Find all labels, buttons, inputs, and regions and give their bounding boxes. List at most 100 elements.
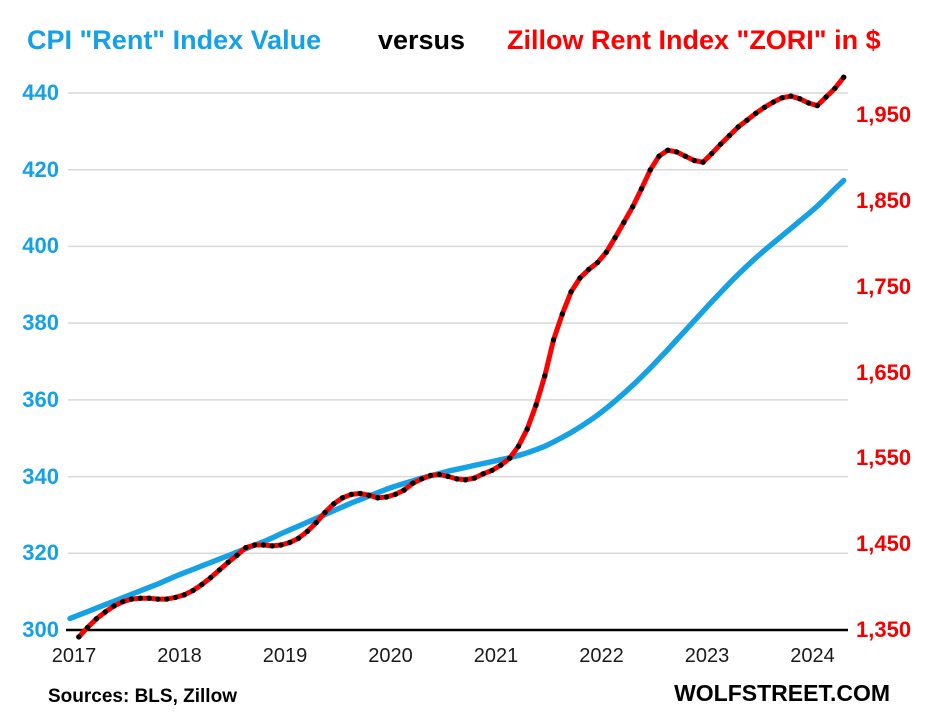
zori-dot <box>304 528 311 534</box>
zori-dot <box>392 491 398 498</box>
zori-dot <box>84 624 91 631</box>
zori-dot <box>287 539 293 546</box>
zori-dot <box>331 501 337 507</box>
x-axis-label-2023: 2023 <box>684 645 730 667</box>
zori-dot <box>128 596 135 602</box>
zori-dot <box>419 476 425 482</box>
zori-dot <box>788 93 794 99</box>
zori-dot <box>550 337 557 343</box>
zori-line <box>76 74 847 640</box>
zori-dot <box>726 132 733 139</box>
zori-dot <box>770 99 776 105</box>
zori-dot <box>471 475 478 481</box>
zori-dot <box>454 476 460 482</box>
zori-dot <box>111 603 117 609</box>
zori-dot <box>375 495 381 501</box>
zori-dot <box>797 96 803 102</box>
zori-dot <box>621 219 627 225</box>
zori-dot <box>498 462 504 468</box>
zori-dot <box>753 110 759 117</box>
zori-dot <box>76 634 82 640</box>
zori-dot <box>841 74 847 80</box>
zori-dot <box>700 159 706 165</box>
x-axis-label-2020: 2020 <box>368 645 413 667</box>
zori-dot <box>383 494 390 500</box>
left-axis-label-400: 400 <box>22 233 59 259</box>
zori-dot <box>568 289 574 295</box>
right-axis-label-1650: 1,650 <box>856 359 912 385</box>
x-axis-label-2024: 2024 <box>790 645 835 667</box>
zori-dot <box>761 104 768 111</box>
zori-dot <box>823 94 829 100</box>
zori-dot <box>225 559 231 565</box>
zori-dot <box>515 443 522 449</box>
zori-dot <box>199 581 205 588</box>
zori-dot <box>489 467 495 474</box>
left-axis-label-440: 440 <box>22 80 59 105</box>
zori-dot <box>181 592 187 598</box>
zori-dot <box>410 480 416 486</box>
zori-dot <box>120 599 126 605</box>
left-axis-label-300: 300 <box>22 617 59 642</box>
x-axis-label-2021: 2021 <box>473 645 519 667</box>
title-zillow-zori: Zillow Rent Index "ZORI" in $ <box>507 25 881 55</box>
zori-dot <box>234 552 240 558</box>
zori-dot <box>172 594 179 601</box>
zori-dot <box>427 472 434 479</box>
zori-dot <box>735 124 741 130</box>
zori-dot <box>814 102 820 109</box>
zori-dot <box>348 491 354 498</box>
title-versus: versus <box>378 25 466 55</box>
zori-dot <box>155 596 161 602</box>
zori-dot <box>216 567 223 573</box>
x-axis-label-2019: 2019 <box>262 645 308 667</box>
zori-dot <box>260 542 267 548</box>
zori-dot <box>665 147 671 153</box>
zori-dot <box>586 266 592 273</box>
zori-dot <box>480 471 486 477</box>
zori-dot <box>744 117 750 123</box>
right-axis-label-1550: 1,550 <box>856 445 912 471</box>
zori-dot <box>524 426 530 432</box>
left-axis-label-420: 420 <box>22 156 59 182</box>
zori-dot <box>462 477 469 483</box>
zori-dot <box>401 487 407 493</box>
x-axis-label-2018: 2018 <box>157 645 202 667</box>
zori-dot <box>445 473 451 480</box>
zori-dot <box>251 542 258 548</box>
x-axis-label-2022: 2022 <box>579 645 624 667</box>
zori-dot <box>533 402 539 408</box>
zori-dot <box>805 100 812 106</box>
zori-dot <box>102 609 108 615</box>
zori-dot <box>612 235 618 241</box>
right-axis-label-1950: 1,950 <box>856 102 912 127</box>
zori-dot <box>295 535 302 541</box>
right-axis-label-1350: 1,350 <box>856 617 912 642</box>
zori-dot <box>673 149 680 155</box>
sources-note: Sources: BLS, Zillow <box>48 686 237 707</box>
chart-title: CPI "Rent" Index Value versus Zillow Ren… <box>0 24 925 58</box>
zori-dot <box>339 495 346 501</box>
right-axis-label-1450: 1,450 <box>856 531 912 557</box>
zori-dot <box>542 373 548 379</box>
zori-dot <box>559 311 565 317</box>
zori-dot <box>137 595 143 601</box>
right-axis-label-1750: 1,750 <box>856 273 912 299</box>
title-cpi-rent-index: CPI "Rent" Index Value <box>27 25 322 55</box>
zori-dot <box>313 520 319 526</box>
zori-dot <box>656 153 662 159</box>
zori-dot <box>717 141 724 147</box>
zori-dot <box>278 542 284 548</box>
zori-dot <box>243 544 249 551</box>
zori-dot <box>709 150 715 157</box>
zori-dot <box>691 157 697 164</box>
x-axis-label-2017: 2017 <box>51 645 97 667</box>
left-axis-label-320: 320 <box>22 540 59 566</box>
wolfstreet-brand: WOLFSTREET.COM <box>674 680 890 706</box>
zori-dot <box>164 596 170 602</box>
zori-dot <box>322 509 328 516</box>
zori-dot <box>682 153 689 159</box>
right-axis-label-1850: 1,850 <box>856 187 912 213</box>
